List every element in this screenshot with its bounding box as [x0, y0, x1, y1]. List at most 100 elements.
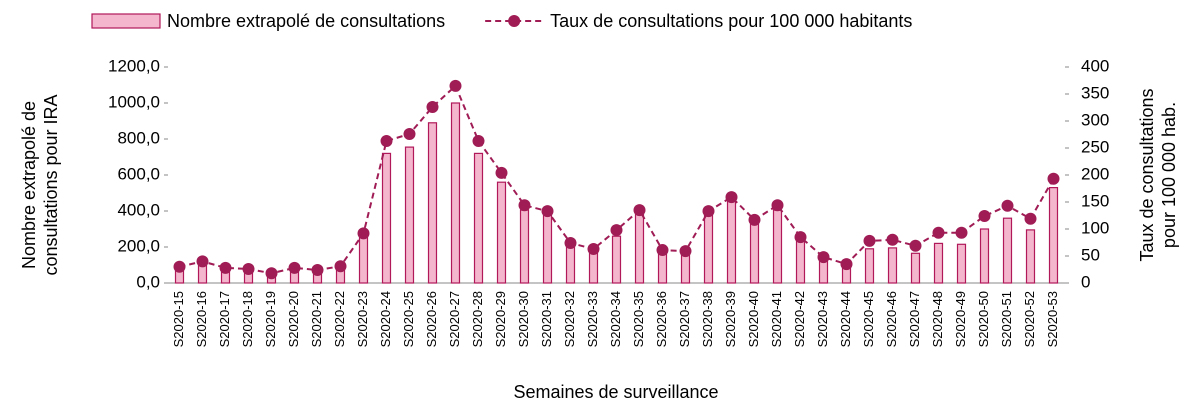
line-marker [633, 204, 646, 217]
bar [1025, 229, 1036, 284]
line-marker [748, 213, 761, 226]
x-tick-label: S2020-45 [861, 291, 876, 347]
x-tick-label: S2020-49 [953, 291, 968, 347]
bar [1002, 217, 1013, 284]
line-marker [702, 205, 715, 218]
x-tick-label: S2020-37 [677, 291, 692, 347]
bar [588, 250, 599, 284]
line-marker [978, 210, 991, 223]
y2-axis-title: Taux de consultations [1137, 88, 1157, 261]
line-marker [219, 261, 232, 274]
bar [565, 243, 576, 284]
bar [703, 214, 714, 284]
line-marker [196, 255, 209, 268]
legend-label: Taux de consultations pour 100 000 habit… [550, 11, 912, 31]
line-marker [1047, 172, 1060, 185]
x-tick-label: S2020-43 [815, 291, 830, 347]
x-tick-label: S2020-26 [424, 291, 439, 347]
x-tick-label: S2020-46 [884, 291, 899, 347]
y-tick-label: 600,0 [117, 164, 160, 183]
legend-label: Nombre extrapolé de consultations [167, 11, 445, 31]
x-tick-label: S2020-42 [792, 291, 807, 347]
x-tick-label: S2020-27 [447, 291, 462, 347]
line-marker [863, 234, 876, 247]
x-tick-label: S2020-38 [700, 291, 715, 347]
line-marker [679, 245, 692, 258]
bar [197, 264, 208, 284]
bar [1048, 187, 1059, 284]
line-marker [288, 261, 301, 274]
bar [496, 181, 507, 284]
line-marker [357, 227, 370, 240]
line-marker [449, 79, 462, 92]
x-tick-label: S2020-41 [769, 291, 784, 347]
bar [933, 242, 944, 284]
x-tick-label: S2020-31 [539, 291, 554, 347]
line-marker [173, 260, 186, 273]
x-tick-label: S2020-34 [608, 291, 623, 347]
line-marker [564, 237, 577, 250]
line-marker [886, 233, 899, 246]
line-marker [265, 267, 278, 280]
line-marker [656, 244, 669, 257]
bar [795, 240, 806, 284]
x-tick-label: S2020-52 [1022, 291, 1037, 347]
y-axis-title: Nombre extrapolé de [19, 101, 39, 269]
legend-swatch [508, 15, 521, 27]
line-marker [955, 226, 968, 239]
line-marker [587, 242, 600, 255]
y2-tick-label: 50 [1081, 245, 1100, 264]
bar [864, 248, 875, 284]
bar [450, 102, 461, 284]
y-tick-label: 1200,0 [108, 56, 160, 75]
y-tick-label: 800,0 [117, 128, 160, 147]
x-tick-label: S2020-40 [746, 291, 761, 347]
line-marker [840, 258, 853, 271]
y2-tick-label: 0 [1081, 272, 1090, 291]
bar [887, 247, 898, 284]
bar [404, 146, 415, 284]
x-tick-label: S2020-23 [355, 291, 370, 347]
line-marker [242, 262, 255, 275]
y2-tick-label: 200 [1081, 164, 1109, 183]
y2-tick-label: 250 [1081, 137, 1109, 156]
x-tick-label: S2020-18 [240, 291, 255, 347]
legend-swatch [91, 13, 161, 29]
line-marker [1024, 212, 1037, 225]
x-axis-title: Semaines de surveillance [513, 382, 718, 402]
x-tick-label: S2020-22 [332, 291, 347, 347]
x-tick-label: S2020-44 [838, 291, 853, 347]
bar [680, 252, 691, 284]
bar [611, 235, 622, 284]
y-tick-label: 1000,0 [108, 92, 160, 111]
y-tick-label: 0,0 [136, 272, 160, 291]
line-marker [426, 100, 439, 113]
x-tick-label: S2020-32 [562, 291, 577, 347]
line-marker [771, 199, 784, 212]
y2-tick-label: 300 [1081, 110, 1109, 129]
x-tick-label: S2020-33 [585, 291, 600, 347]
line-marker [334, 260, 347, 273]
x-tick-label: S2020-16 [194, 291, 209, 347]
bar [427, 122, 438, 284]
x-tick-label: S2020-24 [378, 291, 393, 347]
x-tick-label: S2020-20 [286, 291, 301, 347]
bar [381, 152, 392, 284]
y2-tick-label: 350 [1081, 83, 1109, 102]
bar [634, 212, 645, 284]
line-marker [725, 191, 738, 204]
x-tick-label: S2020-36 [654, 291, 669, 347]
y2-axis-title: pour 100 000 hab. [1159, 102, 1179, 248]
x-tick-label: S2020-35 [631, 291, 646, 347]
y-tick-label: 200,0 [117, 236, 160, 255]
line-marker [311, 264, 324, 277]
x-tick-label: S2020-25 [401, 291, 416, 347]
x-tick-label: S2020-47 [907, 291, 922, 347]
line-marker [541, 205, 554, 218]
x-tick-label: S2020-48 [930, 291, 945, 347]
y2-tick-label: 150 [1081, 191, 1109, 210]
line-marker [518, 199, 531, 212]
y-axis-title: consultations pour IRA [41, 94, 61, 275]
bar [910, 252, 921, 284]
